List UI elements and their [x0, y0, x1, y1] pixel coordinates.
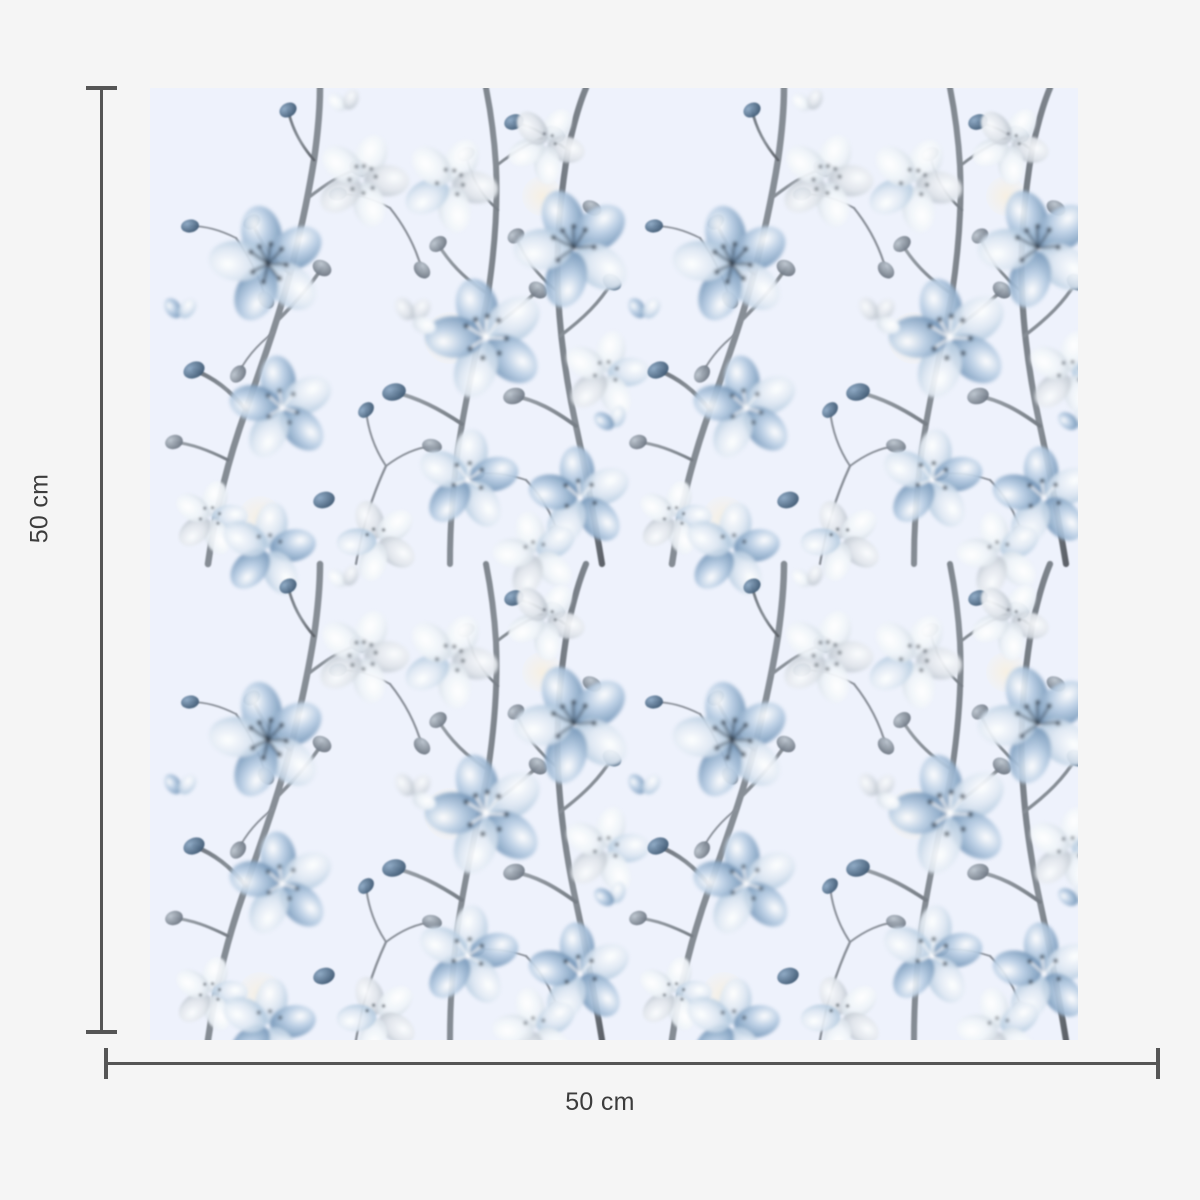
width-dimension-label: 50 cm	[565, 1088, 635, 1116]
height-dimension-line	[100, 86, 103, 1034]
width-dimension-line	[104, 1062, 1160, 1065]
floral-pattern-image	[150, 88, 1078, 1040]
fabric-swatch-panel[interactable]	[150, 88, 1078, 1040]
height-dimension-label: 50 cm	[25, 473, 54, 544]
height-dimension-cap-top	[86, 86, 117, 90]
height-dimension-cap-bottom	[86, 1030, 117, 1034]
width-dimension-cap-right	[1156, 1048, 1160, 1079]
width-dimension-cap-left	[104, 1048, 108, 1079]
